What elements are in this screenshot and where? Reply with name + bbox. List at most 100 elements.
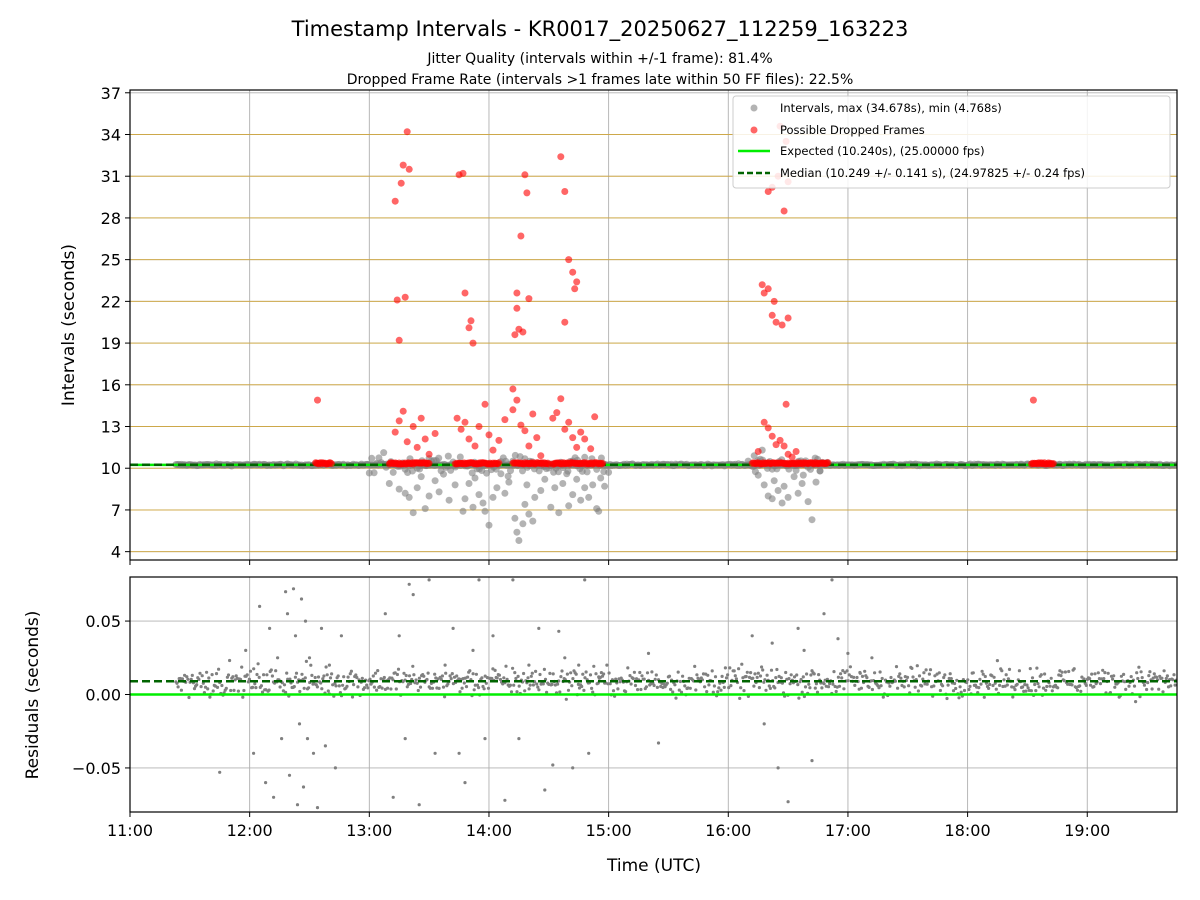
residual-point: [674, 696, 678, 700]
dropped-frame-point: [523, 189, 531, 197]
residual-point: [679, 690, 684, 694]
residual-point: [262, 673, 266, 677]
residual-point: [828, 682, 832, 686]
dropped-frame-point: [565, 418, 573, 426]
residual-point: [291, 587, 296, 591]
residual-point: [881, 695, 885, 699]
residual-point: [616, 687, 620, 691]
residual-point: [988, 682, 992, 687]
interval-point: [525, 510, 533, 518]
residual-point: [942, 675, 946, 680]
residual-point: [751, 676, 755, 680]
residual-point: [1078, 684, 1082, 688]
residual-point: [1150, 687, 1154, 691]
residual-point: [1173, 683, 1177, 687]
residual-point: [270, 674, 274, 678]
residual-point: [1017, 669, 1022, 673]
residual-point: [774, 676, 778, 680]
residual-point: [848, 665, 853, 669]
dropped-frame-point: [517, 232, 525, 240]
residual-point: [739, 686, 743, 690]
residual-point: [742, 689, 746, 693]
residual-point: [427, 578, 431, 582]
residual-point: [889, 675, 893, 680]
residual-point: [200, 674, 204, 678]
residual-point: [655, 685, 660, 690]
residual-point: [726, 673, 730, 677]
residual-point: [1111, 677, 1115, 681]
residual-point: [1082, 677, 1086, 681]
dropped-frame-point: [495, 436, 503, 444]
residual-point: [760, 665, 764, 669]
x-tick-label: 15:00: [586, 821, 632, 840]
residual-point: [293, 675, 297, 679]
residual-point: [1084, 683, 1088, 688]
residual-point: [1092, 685, 1096, 689]
residual-point: [695, 673, 699, 677]
residual-point: [764, 688, 768, 692]
residual-point: [437, 686, 441, 691]
interval-point: [605, 468, 613, 476]
residual-point: [765, 673, 769, 677]
interval-point: [565, 502, 573, 510]
residual-point: [667, 674, 672, 678]
residual-point: [796, 683, 800, 687]
chart-subtitle-jitter: Jitter Quality (intervals within +/-1 fr…: [426, 51, 772, 67]
dropped-frame-point: [561, 425, 569, 433]
interval-point: [554, 468, 562, 476]
residual-point: [537, 626, 541, 631]
dropped-frame-point: [525, 295, 533, 303]
residual-point: [1007, 667, 1012, 672]
residual-point: [840, 676, 844, 680]
residual-point: [443, 663, 447, 667]
residual-point: [592, 664, 596, 668]
interval-point: [597, 474, 605, 482]
residual-point: [753, 672, 757, 676]
residual-point: [642, 677, 646, 681]
intervals-y-tick-label: 37: [101, 84, 121, 103]
dropped-frame-point: [461, 289, 469, 297]
residual-point: [386, 686, 390, 690]
residual-point: [545, 690, 549, 694]
residual-point: [1050, 689, 1054, 693]
residual-point: [995, 659, 1000, 663]
residual-point: [556, 682, 560, 686]
residuals-y-axis-label: Residuals (seconds): [23, 611, 43, 780]
dropped-frame-point: [403, 438, 411, 446]
residual-point: [877, 686, 881, 690]
residual-point: [333, 766, 337, 770]
interval-point: [504, 472, 512, 480]
residual-point: [581, 672, 585, 676]
residual-point: [407, 674, 412, 678]
residual-point: [724, 676, 729, 680]
residual-point: [542, 667, 547, 672]
residual-point: [992, 675, 996, 679]
dropped-frame-point: [764, 285, 772, 293]
residual-point: [911, 675, 915, 679]
residual-point: [913, 685, 917, 689]
residual-point: [863, 669, 867, 673]
residual-point: [559, 675, 563, 679]
residual-point: [922, 671, 926, 675]
interval-point: [507, 467, 514, 475]
residual-point: [834, 689, 838, 694]
residual-point: [186, 677, 190, 681]
residual-point: [548, 671, 552, 676]
interval-point: [754, 471, 762, 479]
interval-point: [385, 480, 393, 487]
residual-point: [337, 684, 341, 688]
dropped-frame-point: [569, 434, 577, 442]
residual-point: [971, 671, 975, 675]
residual-point: [316, 675, 321, 679]
residual-point: [953, 681, 957, 686]
residual-point: [416, 688, 420, 693]
residual-point: [199, 685, 203, 689]
residual-point: [305, 737, 310, 741]
residual-point: [528, 683, 532, 687]
interval-point: [601, 482, 609, 490]
residual-point: [628, 674, 632, 678]
residual-point: [557, 629, 561, 633]
residual-point: [727, 686, 731, 690]
interval-point: [440, 470, 447, 478]
residual-point: [937, 671, 941, 675]
